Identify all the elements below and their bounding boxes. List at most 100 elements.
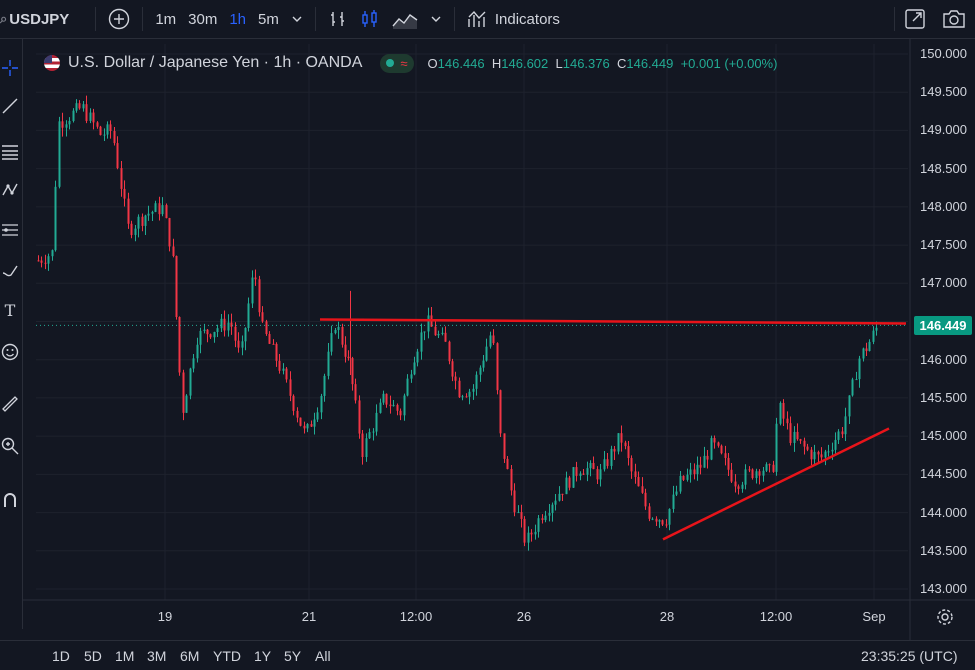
range-5d[interactable]: 5D bbox=[84, 648, 102, 664]
candle-body bbox=[592, 462, 595, 470]
interval-30m[interactable]: 30m bbox=[188, 10, 218, 28]
range-1y[interactable]: 1Y bbox=[254, 648, 272, 664]
candle-body bbox=[130, 223, 133, 235]
wave-icon: ≈ bbox=[400, 55, 408, 71]
range-1m[interactable]: 1M bbox=[115, 648, 135, 664]
candle-body bbox=[141, 216, 144, 226]
price-tick-label: 150.000 bbox=[920, 46, 967, 61]
candle-body bbox=[710, 438, 713, 460]
candle-body bbox=[579, 473, 582, 476]
candle-body bbox=[223, 318, 226, 331]
range-5y[interactable]: 5Y bbox=[284, 648, 302, 664]
candle-body bbox=[92, 112, 95, 123]
candle-body bbox=[99, 126, 102, 136]
range-all[interactable]: All bbox=[315, 648, 331, 664]
candle-body bbox=[658, 520, 661, 522]
candle-body bbox=[655, 518, 658, 522]
candle-body bbox=[537, 518, 540, 532]
ruler-icon bbox=[2, 396, 18, 412]
candle-body bbox=[872, 330, 875, 342]
candle-body bbox=[748, 469, 751, 471]
range-6m[interactable]: 6M bbox=[180, 648, 200, 664]
candle-body bbox=[734, 481, 737, 487]
zoom-tool[interactable] bbox=[0, 435, 20, 457]
candle-body bbox=[344, 344, 347, 357]
market-status-badge[interactable]: ≈ bbox=[380, 53, 414, 73]
pattern-tool[interactable] bbox=[0, 179, 20, 201]
candle-body bbox=[68, 120, 71, 125]
clock: 23:35:25 (UTC) bbox=[861, 648, 958, 664]
crosshair-tool[interactable] bbox=[0, 57, 20, 79]
resistance-line[interactable] bbox=[319, 318, 907, 325]
candle-body bbox=[306, 424, 309, 429]
interval-dropdown[interactable] bbox=[285, 0, 309, 38]
interval-5m[interactable]: 5m bbox=[258, 10, 279, 28]
price-tick-label: 149.000 bbox=[920, 122, 967, 138]
candle-body bbox=[506, 458, 509, 470]
candle-body bbox=[296, 410, 299, 418]
candle-body bbox=[806, 446, 809, 450]
support-trend-line[interactable] bbox=[662, 427, 890, 541]
candle-body bbox=[410, 374, 413, 379]
measure-tool[interactable] bbox=[0, 393, 20, 415]
forecast-tool[interactable] bbox=[0, 219, 20, 241]
candle-body bbox=[206, 329, 209, 335]
candle-body bbox=[479, 367, 482, 375]
fullscreen-button[interactable] bbox=[898, 0, 932, 38]
emoji-tool[interactable] bbox=[0, 341, 20, 363]
interval-1h[interactable]: 1h bbox=[229, 10, 247, 28]
candle-body bbox=[875, 327, 878, 331]
time-tick-label: Sep bbox=[862, 609, 886, 624]
time-tick-label: 26 bbox=[516, 609, 532, 624]
snapshot-button[interactable] bbox=[936, 0, 972, 38]
range-3m[interactable]: 3M bbox=[147, 648, 167, 664]
indicators-button[interactable]: Indicators bbox=[461, 0, 566, 38]
candle-body bbox=[54, 186, 57, 251]
bars-icon bbox=[330, 12, 344, 26]
range-ytd[interactable]: YTD bbox=[213, 648, 241, 664]
candle-body bbox=[651, 518, 654, 520]
candle-body bbox=[209, 334, 212, 338]
text-tool[interactable]: T bbox=[0, 299, 20, 321]
candle-body bbox=[630, 458, 633, 472]
candle-body bbox=[751, 469, 754, 479]
candle-body bbox=[247, 303, 250, 328]
bars-style-button[interactable] bbox=[322, 0, 354, 38]
candle-body bbox=[786, 418, 789, 424]
candle-body bbox=[596, 469, 599, 480]
settings-button[interactable] bbox=[936, 608, 954, 631]
candle-body bbox=[396, 404, 399, 411]
add-symbol-button[interactable] bbox=[102, 0, 136, 38]
chart-style-dropdown[interactable] bbox=[424, 0, 448, 38]
candle-body bbox=[499, 390, 502, 434]
candle-body bbox=[278, 360, 281, 371]
top-toolbar: ⌕ USDJPY 1m 30m 1h 5m Indicators bbox=[0, 0, 975, 39]
interval-1m[interactable]: 1m bbox=[155, 10, 177, 28]
candles-style-button[interactable] bbox=[354, 0, 386, 38]
time-tick-label: 12:00 bbox=[399, 609, 433, 624]
magnet-tool[interactable] bbox=[0, 489, 20, 511]
candle-body bbox=[789, 423, 792, 443]
range-1d[interactable]: 1D bbox=[52, 648, 70, 664]
candle-body bbox=[637, 476, 640, 487]
symbol-search[interactable]: ⌕ USDJPY bbox=[0, 10, 70, 28]
trend-line-tool[interactable] bbox=[0, 95, 20, 117]
candle-body bbox=[434, 326, 437, 336]
smiley-icon bbox=[1, 343, 19, 361]
current-price-tag: 146.449 bbox=[914, 316, 972, 335]
brush-tool[interactable] bbox=[0, 259, 20, 281]
chart-title: U.S. Dollar / Japanese Yen · 1h · OANDA bbox=[68, 54, 363, 71]
price-tick-label: 146.000 bbox=[920, 351, 967, 367]
candle-body bbox=[485, 346, 488, 361]
candle-body bbox=[203, 329, 206, 331]
candle-body bbox=[382, 393, 385, 403]
candle-body bbox=[168, 218, 171, 247]
candle-body bbox=[261, 312, 264, 322]
area-style-button[interactable] bbox=[386, 0, 424, 38]
candle-body bbox=[693, 469, 696, 475]
candle-body bbox=[492, 335, 495, 344]
divider bbox=[314, 7, 316, 31]
candle-body bbox=[406, 378, 409, 396]
fib-tool[interactable] bbox=[0, 141, 20, 163]
